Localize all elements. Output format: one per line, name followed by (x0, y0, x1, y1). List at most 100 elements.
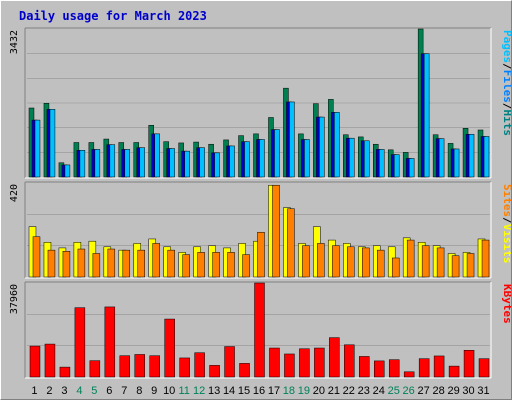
bar-pages-day-13 (214, 152, 220, 178)
bar-sites-day-12 (197, 252, 205, 278)
legend-item-middle-1: / (501, 217, 511, 224)
legend-item-top-3: / (501, 103, 511, 110)
ymax-label-middle: 420 (9, 184, 20, 202)
bar-pages-day-2 (49, 109, 56, 178)
bar-pages-day-27 (423, 53, 430, 178)
bar-pages-day-24 (379, 149, 385, 178)
legend-item-top-1: / (501, 63, 511, 70)
bar-pages-day-11 (184, 150, 190, 178)
bar-kbytes-day-11 (179, 357, 190, 378)
ymax-label-top: 3432 (9, 30, 20, 54)
bar-sites-day-25 (391, 257, 400, 278)
x-tick-day-18: 18 (283, 385, 295, 397)
bar-sites-day-3 (62, 251, 71, 278)
bar-sites-day-13 (212, 252, 220, 278)
legend-item-middle-2: Visits (501, 224, 511, 264)
bar-sites-day-26 (406, 239, 415, 278)
bar-sites-day-14 (227, 252, 235, 278)
bar-kbytes-day-17 (269, 347, 280, 378)
x-tick-day-20: 20 (313, 385, 325, 397)
x-tick-day-25: 25 (388, 385, 400, 397)
legend-bottom: KBytes (501, 284, 511, 324)
bar-pages-day-28 (438, 138, 445, 178)
legend-item-top-0: Pages (501, 30, 511, 63)
bar-kbytes-day-27 (418, 358, 430, 378)
x-tick-day-19: 19 (298, 385, 310, 397)
x-tick-day-26: 26 (403, 385, 415, 397)
bar-sites-day-7 (122, 249, 131, 278)
bar-kbytes-day-24 (374, 360, 385, 378)
x-tick-day-3: 3 (61, 385, 67, 397)
bar-pages-day-14 (229, 145, 235, 178)
bar-sites-day-2 (47, 249, 56, 278)
x-tick-day-5: 5 (91, 385, 97, 397)
legend-item-middle-0: Sites (501, 184, 511, 217)
bar-sites-day-20 (317, 243, 325, 278)
x-tick-day-28: 28 (432, 385, 444, 397)
bar-sites-day-17 (272, 184, 280, 278)
bar-pages-day-3 (64, 164, 71, 178)
x-tick-day-21: 21 (328, 385, 340, 397)
bar-sites-day-24 (377, 249, 385, 278)
x-tick-day-31: 31 (477, 385, 489, 397)
bar-kbytes-day-8 (134, 354, 145, 378)
ymax-label-bottom: 37960 (9, 284, 20, 314)
x-tick-day-23: 23 (358, 385, 370, 397)
bar-pages-day-23 (364, 140, 370, 178)
bar-pages-day-17 (274, 129, 280, 178)
x-tick-day-11: 11 (178, 385, 189, 397)
bar-sites-day-27 (421, 245, 430, 278)
bar-sites-day-1 (32, 236, 41, 278)
bar-sites-day-23 (362, 247, 370, 278)
x-tick-day-10: 10 (163, 385, 175, 397)
chart-title: Daily usage for March 2023 (19, 9, 207, 23)
x-tick-day-22: 22 (343, 385, 355, 397)
bar-pages-day-9 (154, 133, 160, 178)
bar-pages-day-30 (468, 134, 475, 178)
bar-pages-day-4 (79, 150, 86, 178)
bar-sites-day-21 (332, 245, 340, 278)
bar-pages-day-5 (94, 149, 101, 178)
bar-sites-day-10 (167, 249, 175, 278)
bar-pages-day-31 (483, 136, 490, 178)
bar-kbytes-day-10 (164, 318, 175, 378)
bar-sites-day-9 (152, 243, 160, 278)
bar-sites-day-6 (107, 248, 116, 278)
bar-sites-day-31 (481, 239, 490, 278)
x-tick-day-17: 17 (268, 385, 280, 397)
x-tick-day-8: 8 (136, 385, 142, 397)
bar-kbytes-day-3 (59, 366, 71, 378)
bar-kbytes-day-21 (329, 337, 340, 378)
bar-pages-day-25 (393, 154, 400, 178)
bar-kbytes-day-29 (448, 365, 460, 378)
bar-pages-day-1 (34, 119, 41, 178)
bar-sites-day-15 (242, 254, 250, 278)
bar-pages-day-8 (139, 147, 145, 178)
bar-kbytes-day-30 (463, 350, 475, 378)
bar-kbytes-day-1 (29, 345, 41, 378)
bar-kbytes-day-6 (104, 306, 116, 378)
bar-pages-day-26 (408, 158, 415, 178)
bar-sites-day-16 (257, 231, 265, 278)
bar-pages-day-18 (289, 101, 295, 178)
x-tick-day-14: 14 (223, 385, 235, 397)
bar-pages-day-16 (259, 139, 265, 178)
bar-pages-day-12 (199, 147, 205, 178)
bar-kbytes-day-20 (314, 347, 325, 378)
bar-kbytes-day-25 (388, 359, 400, 378)
x-tick-day-29: 29 (447, 385, 459, 397)
bar-sites-day-29 (451, 255, 460, 278)
bar-kbytes-day-2 (44, 343, 56, 378)
legend-item-top-2: Files (501, 70, 511, 103)
x-tick-day-7: 7 (121, 385, 127, 397)
bar-sites-day-11 (182, 254, 190, 278)
bar-kbytes-day-5 (89, 360, 101, 378)
bar-kbytes-day-31 (478, 358, 490, 378)
x-tick-day-4: 4 (76, 385, 82, 397)
x-tick-day-12: 12 (193, 385, 205, 397)
bar-kbytes-day-7 (119, 355, 131, 378)
bar-sites-day-5 (92, 253, 101, 278)
bar-pages-day-7 (124, 149, 131, 178)
bar-sites-day-28 (436, 247, 445, 278)
